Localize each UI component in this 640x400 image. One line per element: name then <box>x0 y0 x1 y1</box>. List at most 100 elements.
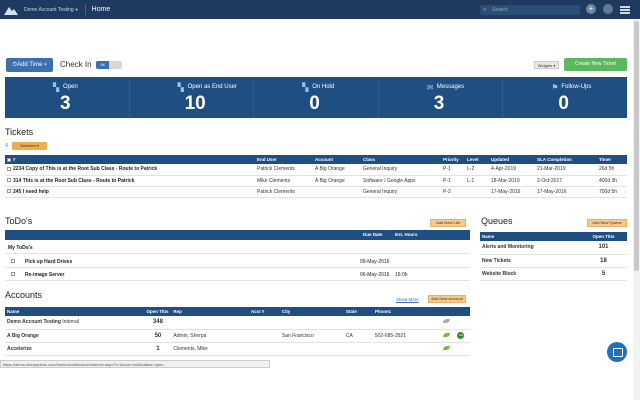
queue-name: Website Block <box>480 267 580 281</box>
col-account[interactable]: Account <box>313 155 361 164</box>
col-updated[interactable]: Updated <box>489 155 535 164</box>
leaf-icon[interactable] <box>443 319 451 324</box>
col-timer[interactable]: Timer <box>597 155 627 164</box>
col-phone[interactable]: Phone1 <box>372 307 442 316</box>
page-scrollbar[interactable] <box>633 19 640 400</box>
col-level[interactable]: Level <box>465 155 489 164</box>
stat-label: Messages <box>436 84 465 90</box>
cell-open-tkts: 1 <box>144 342 172 356</box>
cell-phone <box>372 316 442 330</box>
col-open-tkts[interactable]: Open Tkts <box>144 307 172 316</box>
cell-acct <box>248 342 280 356</box>
account-name[interactable]: Accelerize <box>5 342 145 356</box>
search-input[interactable]: ⌕ Search <box>480 5 580 15</box>
add-time-button[interactable]: ⏱Add Time ▾ <box>6 58 53 72</box>
col-open-tkts[interactable]: Open Tkts <box>580 232 627 241</box>
table-row[interactable]: Website Block 5 <box>480 267 627 281</box>
cell-user: Patrick Clements <box>255 164 313 176</box>
selected-dropdown[interactable]: Selected ▾ <box>12 142 47 150</box>
table-row[interactable]: Alerts and Monitoring 101 <box>480 241 627 255</box>
browser-status-bar: https://demo.sherpadesk.com/home/workflo… <box>0 360 270 368</box>
col-city[interactable]: City <box>279 307 344 316</box>
queue-count: 5 <box>580 267 627 281</box>
table-row[interactable]: 245 I need help Patrick Clements General… <box>5 186 627 198</box>
todo-checkbox[interactable] <box>11 272 15 276</box>
cell-rep <box>171 316 249 330</box>
col-sla[interactable]: SLA Completion <box>535 155 597 164</box>
cell-action[interactable] <box>441 316 456 330</box>
todo-group-row[interactable]: My ToDo's <box>5 242 470 254</box>
hamburger-menu-icon[interactable] <box>620 6 630 14</box>
add-new-list-button[interactable]: Add New List <box>430 219 466 227</box>
list-item[interactable]: Re-image Server 06-May-2016 16:0h <box>5 269 470 281</box>
cell-badge <box>455 342 470 356</box>
col-queue-name[interactable]: Name <box>480 232 580 241</box>
add-new-account-button[interactable]: Add New Account <box>428 295 466 303</box>
col-number[interactable]: # <box>5 155 255 164</box>
cell-action[interactable] <box>441 342 456 356</box>
cell-updated: 17-May-2016 <box>489 186 535 198</box>
table-row[interactable]: New Tickets 18 <box>480 254 627 268</box>
col-priority[interactable]: Priority <box>441 155 465 164</box>
add-new-queue-button[interactable]: Add New Queue <box>587 219 627 227</box>
row-checkbox[interactable] <box>7 189 11 194</box>
mountain-logo-icon[interactable] <box>4 5 18 15</box>
stat-open[interactable]: ▚ Open 3 <box>5 77 130 118</box>
account-name[interactable]: Demo Account Testing Internal <box>5 316 145 330</box>
table-row[interactable]: 314 This is at the Root Sub Class - Rout… <box>5 175 627 187</box>
tickets-title: Tickets <box>5 127 34 137</box>
col-class[interactable]: Class <box>361 155 441 164</box>
stat-follow-ups[interactable]: ⚑ Follow-Ups 0 <box>503 77 627 118</box>
col-est-hours[interactable]: Est. Hours <box>395 232 418 237</box>
list-item[interactable]: Pick up Hard Drives 09-May-2016 <box>5 256 470 268</box>
col-acct[interactable]: Acct # <box>248 307 280 316</box>
widgets-dropdown[interactable]: Widgets ▾ <box>534 61 559 69</box>
cell-account <box>313 186 361 198</box>
hold-icon: ▚ <box>302 83 309 92</box>
row-checkbox[interactable] <box>7 178 11 183</box>
ticket-subject[interactable]: 2234 Copy of This is at the Root Sub Cla… <box>5 164 255 176</box>
table-row[interactable]: 2234 Copy of This is at the Root Sub Cla… <box>5 164 627 176</box>
row-checkbox[interactable] <box>7 166 11 171</box>
search-placeholder: Search <box>492 7 508 13</box>
col-due-date[interactable]: Due Date <box>363 232 383 237</box>
ticket-subject[interactable]: 314 This is at the Root Sub Class - Rout… <box>5 175 255 187</box>
ticket-subject[interactable]: 245 I need help <box>5 186 255 198</box>
todo-checkbox[interactable] <box>11 259 15 263</box>
create-new-ticket-button[interactable]: Create New Ticket <box>564 58 627 71</box>
account-name-text: Demo Account Testing <box>7 319 61 326</box>
table-row[interactable]: Demo Account Testing Internal 348 <box>5 316 470 330</box>
table-row[interactable]: Accelerize 1 Clements, Mike <box>5 342 470 356</box>
todo-group-label: My ToDo's <box>8 245 33 251</box>
stat-open-end-user[interactable]: ▚ Open as End User 10 <box>130 77 255 118</box>
leaf-icon[interactable] <box>443 345 451 350</box>
todo-name: Pick up Hard Drives <box>25 259 73 265</box>
cell-rep: Clements, Mike <box>171 342 249 356</box>
col-end-user[interactable]: End User <box>255 155 313 164</box>
cell-action[interactable] <box>441 329 456 343</box>
filter-icon[interactable]: ⚲ <box>5 143 9 149</box>
cell-level <box>465 186 489 198</box>
col-state[interactable]: State <box>343 307 373 316</box>
queues-title: Queues <box>481 216 513 226</box>
cell-sla: 2-Oct-2017 <box>535 175 597 187</box>
account-switcher[interactable]: Demo Account Testing▼ <box>24 7 79 13</box>
leaf-icon[interactable] <box>443 332 451 337</box>
col-rep[interactable]: Rep <box>171 307 249 316</box>
table-row[interactable]: A Big Orange 50 Admin, Sherpa San Franci… <box>5 329 470 343</box>
cell-timer: 26d 5h <box>597 164 627 176</box>
col-badge <box>455 307 470 316</box>
show-more-link[interactable]: Show More <box>396 297 419 302</box>
chat-bubble-icon[interactable] <box>607 342 627 362</box>
scrollbar-thumb[interactable] <box>634 21 639 271</box>
stat-on-hold[interactable]: ▚ On Hold 0 <box>254 77 379 118</box>
select-all-checkbox[interactable] <box>7 157 11 162</box>
col-name[interactable]: Name <box>5 307 145 316</box>
queue-name: Alerts and Monitoring <box>480 241 580 255</box>
stat-messages[interactable]: ✉ Messages 3 <box>379 77 504 118</box>
account-name[interactable]: A Big Orange <box>5 329 145 343</box>
plus-icon[interactable]: + <box>586 4 596 14</box>
user-avatar-icon[interactable] <box>603 4 613 14</box>
check-in-toggle[interactable]: IN <box>96 61 122 69</box>
tickets-header-row: # End User Account Class Priority Level … <box>5 155 627 164</box>
